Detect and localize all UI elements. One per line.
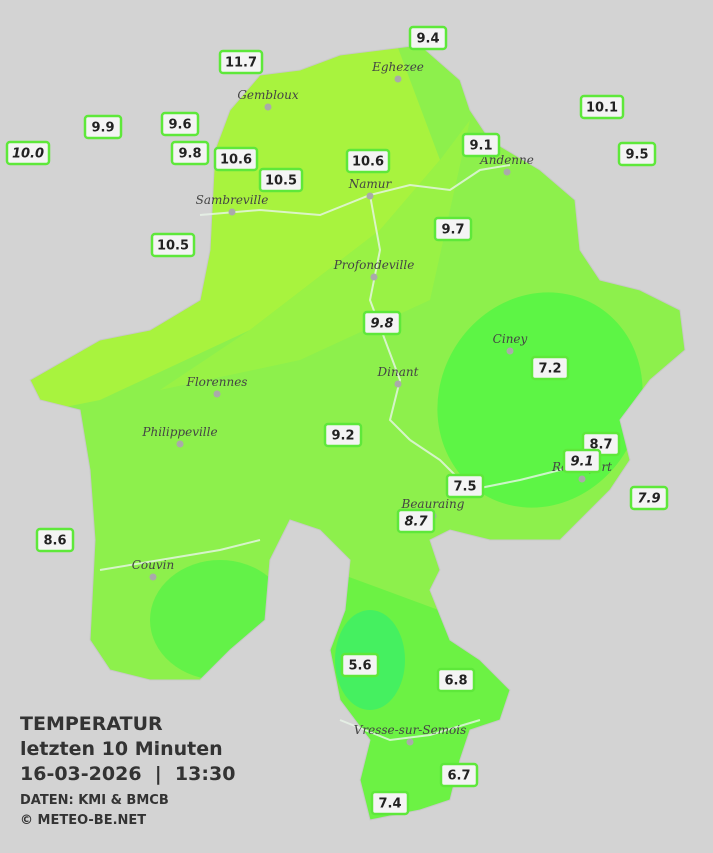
station-value: 6.7 (447, 769, 470, 784)
station-value: 10.1 (586, 101, 618, 116)
station-value: 9.1 (570, 455, 593, 470)
town-label: Gembloux (237, 88, 299, 102)
town-label: Couvin (132, 558, 174, 572)
station-value: 9.5 (625, 148, 648, 163)
station-value: 10.5 (157, 239, 189, 254)
legend-title: TEMPERATUR (20, 713, 163, 735)
station-box (408, 25, 448, 51)
station-value: 9.7 (441, 223, 464, 238)
station-value: 9.8 (370, 317, 393, 332)
station-value: 10.5 (265, 174, 297, 189)
town-dot (503, 168, 511, 176)
station-box (150, 232, 196, 258)
station-box (160, 111, 200, 137)
station-box (562, 448, 602, 474)
town-dot (149, 573, 157, 581)
town-label: Dinant (377, 365, 419, 379)
station-box (629, 485, 669, 511)
town-label: Profondeville (333, 258, 415, 272)
town-dot (176, 440, 184, 448)
town-dot (394, 75, 402, 83)
town-dot (213, 390, 221, 398)
town-label: Eghezee (371, 60, 424, 74)
station-box (362, 310, 402, 336)
station-box (579, 94, 625, 120)
river-sambre-meuse (199, 164, 511, 217)
station-value: 7.5 (453, 480, 476, 495)
legend-copyright: © METEO-BE.NET (20, 813, 146, 828)
station-value: 9.1 (469, 139, 492, 154)
town-dot (578, 475, 586, 483)
town-label: Namur (348, 177, 393, 191)
river-viroin (99, 539, 261, 571)
station-box (5, 140, 51, 166)
station-box (530, 355, 570, 381)
station-box (445, 473, 485, 499)
town-dot (406, 738, 414, 746)
station-box (35, 527, 75, 553)
station-value: 7.9 (637, 492, 660, 507)
station-value: 10.0 (12, 147, 44, 162)
town-label: Ciney (493, 332, 528, 346)
station-box (617, 141, 657, 167)
station-box (170, 140, 210, 166)
station-box (433, 216, 473, 242)
station-value: 10.6 (352, 155, 384, 170)
river-semois (339, 719, 481, 742)
station-box (370, 790, 410, 816)
station-box (439, 762, 479, 788)
station-box (213, 146, 259, 172)
town-label: Florennes (186, 375, 248, 389)
station-value: 9.6 (168, 118, 191, 133)
station-box (218, 49, 264, 75)
station-value: 5.6 (348, 659, 371, 674)
stations: 9.4 11.7 9.9 9.6 10.1 9.8 10.6 10.0 9.1 10.6 9.5 10… (5, 25, 669, 816)
town-dot (228, 208, 236, 216)
station-value: 9.2 (331, 429, 354, 444)
station-box (323, 422, 363, 448)
station-box (396, 508, 436, 534)
town-dot (370, 273, 378, 281)
town-label: Vresse-sur-Semois (354, 723, 467, 737)
legend: TEMPERATUR letzten 10 Minuten 16-03-2026… (20, 713, 235, 828)
town-dot (264, 103, 272, 111)
station-box (461, 132, 501, 158)
legend-source: DATEN: KMI & BMCB (20, 793, 169, 808)
town-label: Sambreville (196, 193, 269, 207)
station-value: 8.7 (404, 515, 428, 530)
legend-period: letzten 10 Minuten (20, 738, 223, 760)
station-value: 10.6 (220, 153, 252, 168)
field-mid (160, 120, 470, 390)
station-box (436, 667, 476, 693)
legend-datetime: 16-03-2026 | 13:30 (20, 763, 235, 785)
station-box (340, 652, 380, 678)
town-dot (394, 380, 402, 388)
station-value: 7.4 (378, 797, 401, 812)
station-box (345, 148, 391, 174)
station-value: 11.7 (225, 56, 257, 71)
town-dot (506, 347, 514, 355)
river-meuse (368, 194, 411, 441)
station-value: 9.8 (178, 147, 201, 162)
town-dot (366, 192, 374, 200)
station-value: 7.2 (538, 362, 561, 377)
station-value: 6.8 (444, 674, 467, 689)
station-box (83, 114, 123, 140)
town-label: Beauraing (401, 497, 465, 511)
station-value: 9.9 (91, 121, 114, 136)
station-value: 8.6 (43, 534, 66, 549)
station-value: 9.4 (416, 32, 439, 47)
town-label: Philippeville (141, 425, 217, 439)
station-box (258, 167, 304, 193)
